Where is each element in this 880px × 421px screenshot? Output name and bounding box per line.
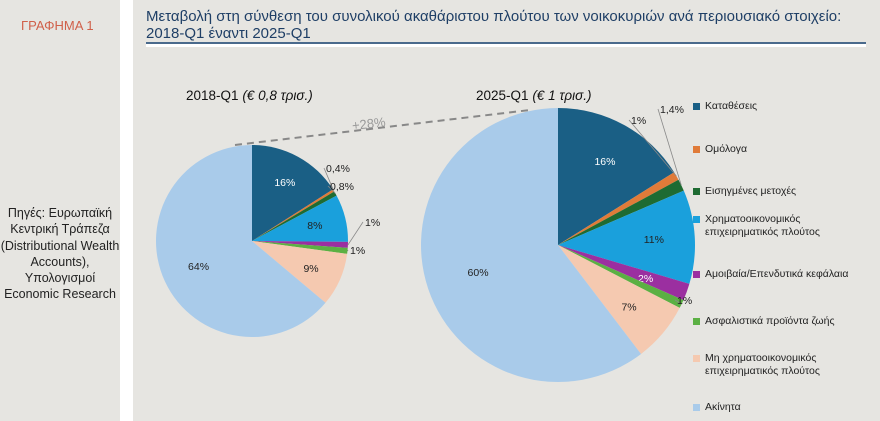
- legend-label: Ακίνητα: [705, 401, 741, 413]
- legend-swatch: [693, 216, 700, 223]
- pie-2018-Q1-slice-0: [252, 145, 333, 241]
- legend-label: Χρηματοοικονομικός επιχειρηματικός πλούτ…: [705, 213, 820, 238]
- pie-2018-Q1-slice-4: [252, 241, 348, 248]
- pie-2018-Q1-label-0: 16%: [274, 177, 295, 189]
- title-rule: [146, 42, 866, 44]
- pie-2018-Q1-label-6: 9%: [303, 263, 318, 275]
- pie-2025-title: 2025-Q1 (€ 1 τρισ.): [476, 88, 592, 103]
- pie-2025-Q1-label-0: 16%: [594, 156, 615, 168]
- legend-swatch: [693, 271, 700, 278]
- legend-item: Μη χρηματοοικονομικός επιχειρηματικός πλ…: [693, 352, 873, 378]
- pie-2018-Q1-slice-2: [252, 191, 337, 241]
- legend-item: Χρηματοοικονομικός επιχειρηματικός πλούτ…: [693, 213, 873, 239]
- pie-2018-Q1-label-2: 0,8%: [330, 181, 354, 193]
- legend-item: Εισηγμένες μετοχές: [693, 185, 873, 198]
- legend-swatch: [693, 188, 700, 195]
- leader-line: [657, 108, 682, 186]
- pie-2018-Q1-slice-5: [252, 241, 348, 254]
- pie-2018-Q1-label-7: 64%: [188, 261, 209, 273]
- growth-connector: [234, 109, 531, 146]
- pie-2018-Q1-slice-1: [252, 189, 335, 241]
- legend-swatch: [693, 355, 700, 362]
- legend-item: Ασφαλιστικά προϊόντα ζωής: [693, 315, 873, 328]
- pie-2025-Q1-label-5: 1%: [677, 295, 692, 307]
- legend-swatch: [693, 404, 700, 411]
- legend-label: Καταθέσεις: [705, 100, 758, 112]
- pie-2018-Q1-label-1: 0,4%: [326, 163, 350, 175]
- legend-item: Καταθέσεις: [693, 100, 873, 113]
- pie-2018-Q1-label-4: 1%: [365, 217, 380, 229]
- pie-2025-Q1-slice-6: [558, 245, 680, 354]
- pie-2018-Q1-slice-7: [156, 145, 326, 338]
- leader-line: [347, 221, 364, 246]
- pie-2025-Q1-slice-7: [421, 108, 642, 382]
- pie-2025-Q1-label-6: 7%: [621, 302, 636, 314]
- figure-label: ΓΡΑΦΗΜΑ 1: [21, 18, 94, 33]
- leader-line: [347, 249, 349, 252]
- pie-2018-Q1-label-5: 1%: [350, 245, 365, 257]
- legend-label: Εισηγμένες μετοχές: [705, 185, 797, 197]
- legend-swatch: [693, 318, 700, 325]
- legend-label: Μη χρηματοοικονομικός επιχειρηματικός πλ…: [705, 352, 820, 377]
- leader-line: [628, 119, 677, 177]
- leader-line: [323, 167, 334, 191]
- pie-2025-Q1-label-2: 1,4%: [660, 104, 684, 116]
- legend-label: Ασφαλιστικά προϊόντα ζωής: [705, 315, 835, 327]
- pie-2025-Q1-slice-0: [558, 108, 675, 245]
- leader-line: [674, 299, 682, 305]
- legend-item: Ομόλογα: [693, 143, 873, 156]
- legend-item: Ακίνητα: [693, 401, 873, 414]
- pie-2025-Q1-label-3: 11%: [644, 234, 664, 246]
- growth-label: +28%: [351, 114, 387, 133]
- chart-title: Μεταβολή στη σύνθεση του συνολικού ακαθά…: [146, 8, 842, 42]
- pie-2025-Q1-label-7: 60%: [468, 267, 489, 279]
- leader-line: [327, 185, 336, 194]
- pie-2018-Q1-slice-3: [252, 195, 348, 242]
- pie-2025-Q1-slice-2: [558, 179, 684, 245]
- pie-2018-Q1-label-3: 8%: [307, 220, 322, 232]
- legend-label: Αμοιβαία/Επενδυτικά κεφάλαια: [705, 268, 849, 280]
- source-note: Πηγές: Ευρωπαϊκή Κεντρική Τράπεζα (Distr…: [0, 206, 120, 302]
- pie-2018-title: 2018-Q1 (€ 0,8 τρισ.): [186, 88, 313, 103]
- title-rule-white: [146, 44, 866, 47]
- pie-2025-Q1-slice-5: [558, 245, 684, 308]
- legend-label: Ομόλογα: [705, 143, 748, 155]
- pie-2025-Q1-slice-1: [558, 172, 679, 245]
- side-panel: ΓΡΑΦΗΜΑ 1 Πηγές: Ευρωπαϊκή Κεντρική Τράπ…: [0, 0, 120, 421]
- legend-swatch: [693, 146, 700, 153]
- pie-2025-Q1-slice-3: [558, 190, 695, 284]
- pie-2025-Q1-slice-4: [558, 245, 690, 301]
- legend-item: Αμοιβαία/Επενδυτικά κεφάλαια: [693, 268, 873, 281]
- pie-2025-Q1-label-1: 1%: [631, 115, 646, 127]
- legend-swatch: [693, 103, 700, 110]
- pie-2018-Q1-slice-6: [252, 241, 348, 303]
